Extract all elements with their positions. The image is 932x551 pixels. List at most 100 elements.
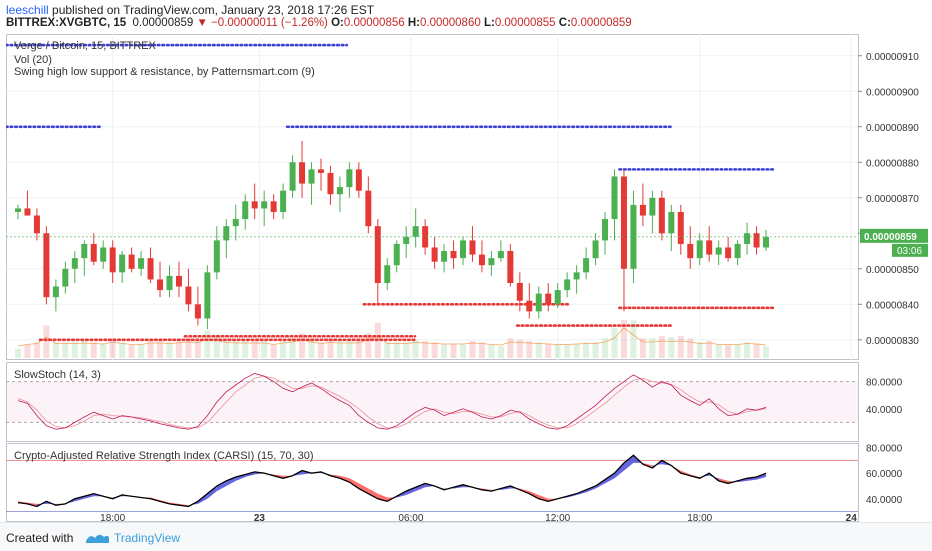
- volume-bar: [545, 343, 552, 358]
- volume-bar: [573, 343, 580, 358]
- price-change: −0.00000011 (−1.26%): [211, 17, 328, 29]
- rsi-fill-segment: [548, 498, 558, 502]
- volume-bar: [242, 341, 249, 358]
- chart-title: Verge / Bitcoin, 15, BITTREX: [14, 40, 156, 52]
- candle-body: [374, 226, 381, 283]
- created-with-text: Created with: [6, 531, 74, 545]
- price-chart[interactable]: 0.00000910 0.00000900 0.00000890 0.00000880…: [6, 34, 932, 360]
- candle-body: [336, 187, 343, 195]
- volume-bar: [185, 338, 192, 358]
- volume-bar: [450, 343, 457, 358]
- high-label: H:: [407, 17, 420, 29]
- candle-body: [317, 169, 324, 173]
- candle-body: [715, 247, 722, 255]
- rsi-fill-segment: [226, 477, 236, 486]
- x-tick-label: 18:00: [100, 513, 125, 524]
- candle-body: [431, 247, 438, 262]
- candle-body: [696, 240, 703, 259]
- volume-bar: [630, 320, 637, 358]
- x-tick-label: 06:00: [398, 513, 423, 524]
- rsi-chart[interactable]: 80.0000 60.0000 40.0000: [6, 443, 932, 522]
- candle-body: [355, 169, 362, 191]
- volume-bar: [223, 339, 230, 358]
- volume-bar: [535, 342, 542, 358]
- close-value: 0.00000859: [570, 17, 632, 29]
- down-arrow-icon: ▼: [196, 17, 208, 29]
- volume-bar: [639, 338, 646, 358]
- rsi-fill-segment: [358, 483, 369, 494]
- rsi-fill-segment: [349, 478, 359, 489]
- volume-bar: [81, 341, 88, 358]
- volume-bar: [308, 338, 315, 358]
- candle-body: [497, 251, 504, 259]
- y-tick-label: 0.00000910: [866, 52, 919, 63]
- volume-bar: [592, 342, 599, 358]
- volume-bar: [52, 342, 59, 358]
- candle-body: [460, 240, 467, 259]
- volume-bar: [100, 343, 107, 358]
- open-label: O:: [331, 17, 344, 29]
- rsi-fill-segment: [368, 488, 378, 499]
- last-price-badge-text: 0.00000859: [864, 232, 917, 243]
- rsi-legend: Crypto-Adjusted Relative Strength Index …: [14, 450, 314, 462]
- y-tick-label: 0.00000850: [866, 265, 919, 276]
- volume-bar: [763, 346, 769, 358]
- volume-bar: [194, 339, 201, 358]
- candle-body: [412, 226, 419, 237]
- volume-bar: [33, 342, 40, 358]
- volume-bar: [289, 338, 296, 358]
- volume-bar: [441, 343, 448, 358]
- rsi-fill-segment: [235, 474, 246, 481]
- stoch-chart[interactable]: 80.0000 40.0000: [6, 362, 932, 442]
- candle-body: [33, 215, 40, 234]
- publish-text: published on TradingView.com, January 23…: [52, 3, 375, 17]
- candle-body: [668, 211, 675, 234]
- stoch-k-line: [17, 373, 767, 430]
- candle-body: [119, 254, 126, 273]
- volume-bar: [460, 343, 467, 358]
- rsi-fill-segment: [377, 493, 388, 502]
- close-label: C:: [558, 17, 571, 29]
- candle-body: [488, 258, 495, 266]
- rsi-y-tick-label: 60.0000: [866, 469, 903, 480]
- volume-bar: [403, 342, 410, 358]
- candle-body: [441, 251, 448, 262]
- candle-body: [194, 304, 201, 319]
- volume-bar: [175, 341, 182, 358]
- low-value: 0.00000855: [494, 17, 556, 29]
- volume-bar: [564, 344, 571, 358]
- rsi-line: [17, 454, 767, 508]
- rsi-fill-segment: [216, 480, 227, 492]
- candle-body: [469, 240, 476, 255]
- volume-bar: [393, 342, 400, 358]
- last-price-badge: [860, 228, 928, 243]
- volume-bar: [715, 344, 722, 358]
- tradingview-brand[interactable]: TradingView: [114, 531, 181, 545]
- volume-bar: [687, 338, 694, 358]
- candle-body: [602, 219, 609, 241]
- candle-body: [365, 190, 372, 227]
- candle-body: [573, 272, 580, 280]
- author-name[interactable]: leeschill: [6, 3, 49, 17]
- candle-body: [554, 290, 561, 305]
- candle-body: [185, 286, 192, 305]
- x-tick-label: 18:00: [687, 513, 712, 524]
- volume-bar: [109, 338, 116, 358]
- volume-bar: [317, 342, 324, 358]
- volume-bar: [365, 333, 372, 358]
- tradingview-logo-icon: [86, 534, 109, 543]
- volume-bar: [725, 344, 732, 358]
- volume-bar: [166, 342, 173, 358]
- volume-bar: [422, 341, 429, 358]
- open-value: 0.00000856: [343, 17, 405, 29]
- y-tick-label: 0.00000870: [866, 194, 919, 205]
- last-price: 0.00000859: [132, 17, 194, 29]
- volume-bar: [270, 344, 277, 358]
- candle-body: [109, 247, 116, 273]
- candle-body: [157, 279, 164, 291]
- candle-body: [620, 176, 627, 269]
- candle-body: [592, 240, 599, 259]
- volume-bar: [753, 343, 760, 358]
- candle-body: [753, 233, 760, 248]
- candle-body: [100, 247, 107, 262]
